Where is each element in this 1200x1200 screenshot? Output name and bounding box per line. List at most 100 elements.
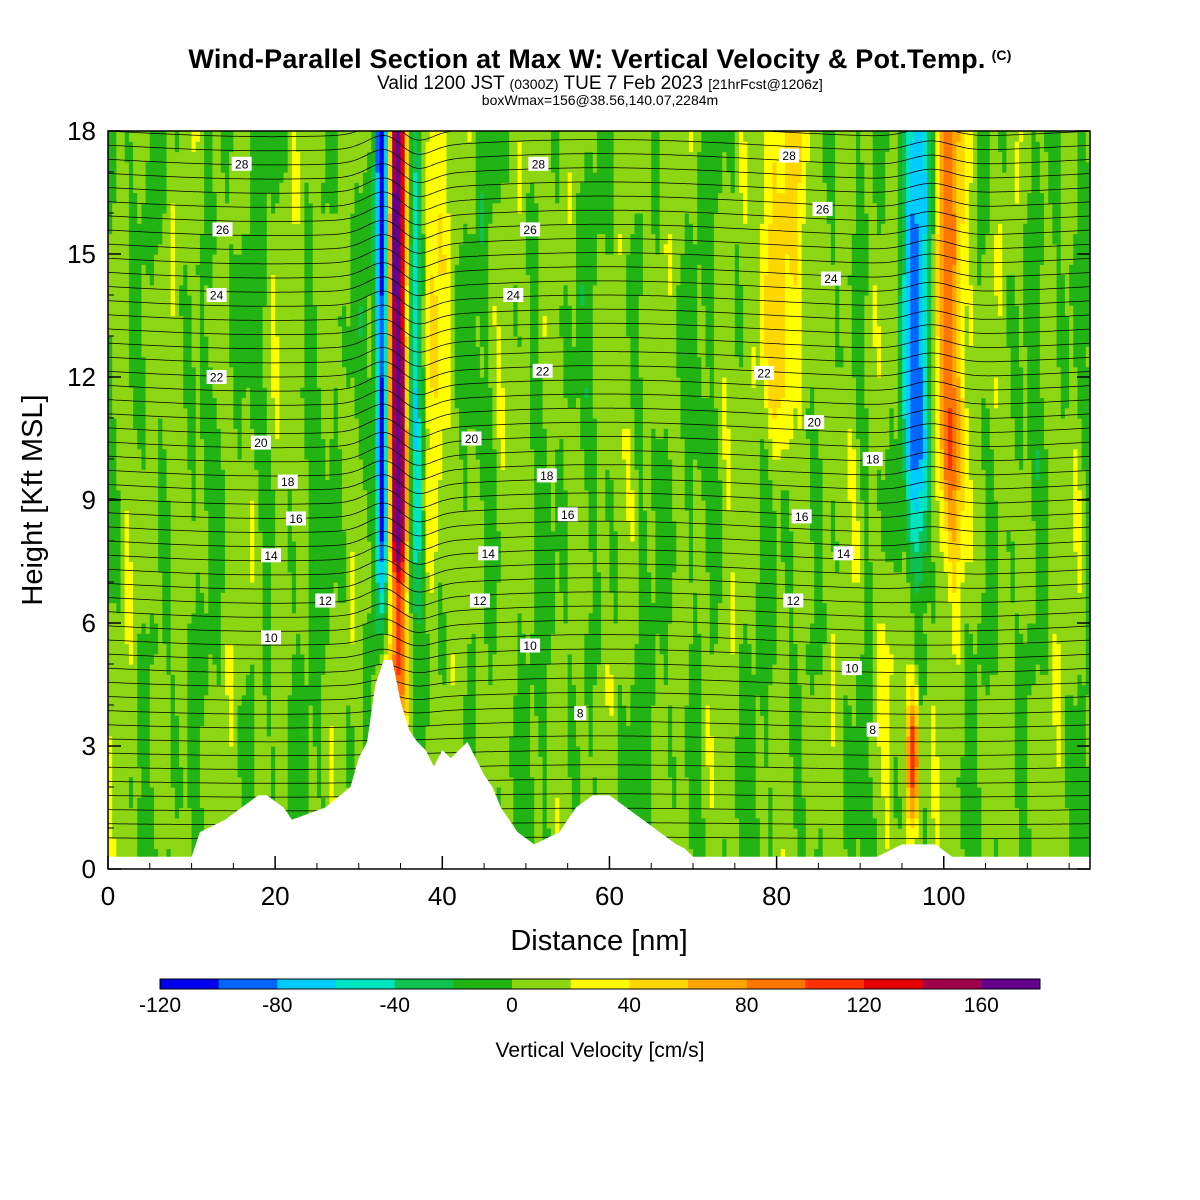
field-cell — [233, 510, 239, 522]
field-cell — [367, 684, 372, 696]
field-cell — [392, 264, 397, 276]
field-cell — [153, 664, 159, 675]
field-cell — [392, 582, 397, 593]
field-cell — [266, 459, 272, 470]
field-cell — [120, 510, 126, 522]
field-cell — [270, 192, 276, 204]
field-cell — [396, 612, 402, 624]
field-cell — [308, 407, 314, 419]
field-cell — [254, 172, 260, 183]
field-cell — [191, 346, 197, 358]
field-cell — [283, 530, 289, 542]
field-cell — [128, 182, 134, 194]
field-cell — [199, 243, 205, 255]
field-cell — [153, 500, 159, 511]
field-cell — [220, 602, 226, 614]
field-cell — [362, 510, 368, 522]
field-cell — [112, 233, 117, 245]
field-cell — [279, 448, 285, 460]
field-cell — [183, 223, 188, 235]
field-cell — [199, 797, 205, 809]
field-cell — [149, 787, 155, 798]
field-cell — [225, 807, 230, 819]
field-cell — [141, 489, 147, 501]
field-cell — [158, 705, 163, 716]
field-cell — [387, 233, 393, 245]
field-cell — [208, 817, 214, 829]
field-cell — [191, 131, 197, 142]
field-cell — [350, 172, 356, 183]
field-cell — [166, 407, 172, 419]
field-cell — [350, 623, 356, 634]
field-cell — [233, 551, 239, 563]
field-cell — [162, 387, 168, 399]
field-cell — [137, 315, 143, 327]
field-cell — [137, 817, 143, 829]
field-cell — [308, 428, 314, 440]
field-cell — [170, 828, 176, 839]
field-cell — [133, 561, 138, 573]
field-cell — [371, 674, 377, 686]
field-cell — [392, 192, 397, 204]
field-cell — [358, 602, 364, 614]
field-cell — [279, 592, 285, 604]
field-cell — [250, 469, 255, 481]
field-cell — [204, 438, 209, 450]
field-cell — [233, 325, 239, 337]
field-cell — [112, 787, 117, 798]
field-cell — [162, 469, 168, 481]
field-cell — [250, 715, 255, 727]
field-cell — [220, 254, 226, 265]
field-cell — [308, 602, 314, 614]
field-cell — [220, 787, 226, 798]
field-cell — [262, 182, 268, 194]
field-cell — [379, 243, 385, 255]
field-cell — [333, 274, 339, 286]
field-cell — [367, 315, 372, 327]
field-cell — [316, 674, 322, 686]
field-cell — [296, 602, 301, 614]
field-cell — [312, 510, 318, 522]
field-cell — [229, 530, 234, 542]
field-cell — [108, 828, 113, 839]
field-cell — [195, 653, 201, 665]
field-cell — [199, 653, 205, 665]
field-cell — [170, 428, 176, 440]
field-cell — [270, 274, 276, 286]
field-cell — [137, 192, 143, 204]
field-cell — [112, 346, 117, 358]
field-cell — [254, 459, 260, 470]
field-cell — [233, 705, 239, 716]
field-cell — [229, 582, 234, 593]
field-cell — [208, 530, 214, 542]
field-cell — [296, 315, 301, 327]
field-cell — [300, 438, 305, 450]
field-cell — [342, 182, 347, 194]
field-cell — [199, 438, 205, 450]
field-cell — [279, 346, 285, 358]
field-cell — [149, 295, 155, 306]
field-cell — [254, 448, 260, 460]
field-cell — [153, 172, 159, 183]
field-cell — [383, 541, 389, 552]
field-cell — [350, 612, 356, 624]
field-cell — [158, 284, 163, 296]
field-cell — [312, 377, 318, 388]
field-cell — [371, 264, 377, 276]
field-cell — [183, 418, 188, 429]
field-cell — [354, 705, 360, 716]
field-cell — [158, 725, 163, 737]
field-cell — [392, 428, 397, 440]
field-cell — [312, 746, 318, 757]
field-cell — [120, 141, 126, 153]
field-cell — [220, 705, 226, 716]
field-cell — [212, 705, 218, 716]
field-cell — [128, 571, 134, 583]
field-cell — [321, 397, 326, 409]
field-cell — [291, 787, 297, 798]
field-cell — [191, 561, 197, 573]
field-cell — [153, 797, 159, 809]
field-cell — [141, 284, 147, 296]
field-cell — [120, 571, 126, 583]
field-cell — [174, 664, 180, 675]
